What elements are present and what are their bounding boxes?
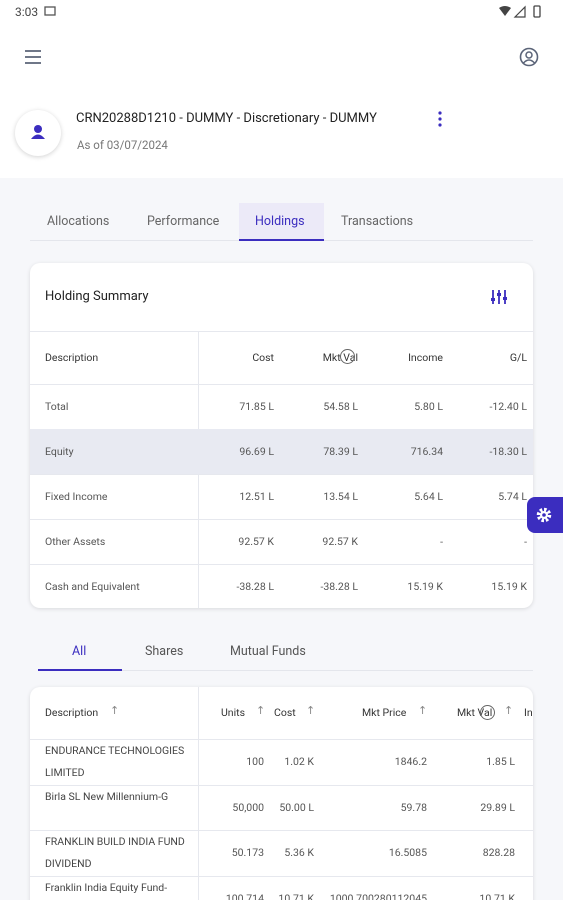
more-button[interactable] (437, 111, 443, 127)
cell: - (524, 535, 527, 548)
account-title: CRN20288D1210 - DUMMY - Discretionary - … (76, 111, 377, 126)
cell: - (440, 535, 443, 548)
cell: Total (45, 400, 69, 413)
menu-button[interactable] (24, 49, 42, 65)
cell: -38.28 L (236, 580, 274, 593)
cell: 5.36 K (284, 846, 314, 859)
col-divider (198, 687, 199, 900)
filter-button[interactable] (490, 289, 508, 305)
cell: Fixed Income (45, 490, 108, 503)
row-divider (30, 875, 533, 877)
sub-tab[interactable]: Shares (145, 644, 184, 659)
cell: Cash and Equivalent (45, 580, 140, 593)
cell: 12.51 L (239, 490, 274, 503)
cell: 50.173 (231, 846, 264, 859)
row-divider (30, 519, 533, 520)
cell: 5.64 L (414, 490, 443, 503)
cell: ENDURANCE TECHNOLOGIES LIMITED (45, 744, 185, 779)
cell: -38.28 L (320, 580, 358, 593)
tab[interactable]: Holdings (255, 214, 305, 229)
header-area (0, 0, 563, 178)
cell: 50.00 L (279, 800, 314, 814)
sort-icon: ↑ (256, 704, 266, 717)
summary-card: Holding Summary Description Cost Mkt Val In… (30, 263, 533, 608)
cell: 10.71 K (278, 891, 314, 900)
as-of-date: As of 03/07/2024 (77, 138, 168, 152)
cell: Franklin India Equity Fund- (45, 880, 168, 894)
row-divider (30, 564, 533, 565)
info-icon (480, 705, 495, 720)
column-header: Description (45, 706, 99, 719)
cell: 1846.2 (394, 755, 427, 768)
column-header: G/L (509, 351, 527, 364)
cell: 16.5085 (388, 846, 427, 859)
cell: 100.714 (225, 891, 264, 900)
row-divider (30, 739, 533, 740)
cell: 15.19 K (491, 580, 527, 593)
status-icon (44, 6, 56, 16)
cell: 1000.700280112045 (329, 891, 427, 900)
sort-icon: ↑ (418, 704, 428, 717)
cell: Birla SL New Millennium-G (45, 789, 169, 803)
summary-title: Holding Summary (45, 289, 149, 304)
column-header: Units (221, 706, 246, 719)
cell: 5.80 L (414, 400, 443, 413)
cell: FRANKLIN BUILD INDIA FUND DIVIDEND (45, 835, 185, 870)
sub-tab-indicator (38, 669, 122, 671)
row-divider (30, 784, 533, 786)
cell: 716.34 (410, 445, 443, 458)
sub-tab[interactable]: All (72, 644, 87, 659)
settings-button[interactable] (527, 497, 563, 533)
holdings-card: Description ↑ Units ↑ Cost ↑ Mkt Price ↑ Mkt Val… (30, 687, 533, 900)
cell: 13.54 L (323, 490, 358, 503)
status-icons (499, 5, 541, 18)
tab-active-bg (239, 203, 324, 241)
avatar (15, 110, 61, 156)
sort-icon: ↑ (504, 704, 514, 717)
cell: 50,000 (232, 800, 264, 814)
divider (30, 331, 533, 332)
cell: 59.78 (400, 800, 427, 814)
cell: 1.85 L (486, 755, 515, 768)
cell: 71.85 L (239, 400, 274, 413)
column-header: Mkt Price (362, 706, 407, 719)
cell: 29.89 L (480, 800, 515, 814)
cell: Equity (45, 445, 74, 458)
column-header: Description (45, 351, 99, 364)
cell: 10.71 K (479, 891, 515, 900)
cell: 100 (246, 755, 264, 768)
row-divider (30, 830, 533, 831)
row-divider (30, 384, 533, 385)
status-time: 3:03 (15, 5, 39, 19)
tab[interactable]: Allocations (47, 214, 110, 229)
cell: 78.39 L (323, 445, 358, 458)
info-icon (340, 349, 355, 364)
cell: -12.40 L (489, 400, 527, 413)
cell: 5.74 L (498, 490, 527, 503)
sort-icon: ↑ (306, 704, 316, 717)
profile-button[interactable] (519, 47, 539, 67)
sub-tab-line (38, 670, 533, 671)
cell: 54.58 L (323, 400, 358, 413)
column-header: Income (524, 706, 533, 719)
row-divider (30, 474, 533, 475)
cell: 92.57 K (322, 535, 358, 548)
row-highlight (30, 429, 533, 474)
sort-icon: ↑ (110, 704, 120, 717)
cell: 15.19 K (407, 580, 443, 593)
cell: 92.57 K (238, 535, 274, 548)
cell: -18.30 L (489, 445, 527, 458)
column-header: Cost (252, 351, 274, 364)
sub-tab[interactable]: Mutual Funds (230, 644, 306, 659)
tab[interactable]: Performance (147, 214, 220, 229)
cell: 828.28 (482, 846, 515, 859)
column-header: Income (408, 351, 443, 364)
cell: 96.69 L (239, 445, 274, 458)
cell: Other Assets (45, 535, 106, 548)
column-header: Cost (274, 706, 296, 719)
tab[interactable]: Transactions (341, 214, 414, 229)
cell: 1.02 K (284, 755, 314, 768)
